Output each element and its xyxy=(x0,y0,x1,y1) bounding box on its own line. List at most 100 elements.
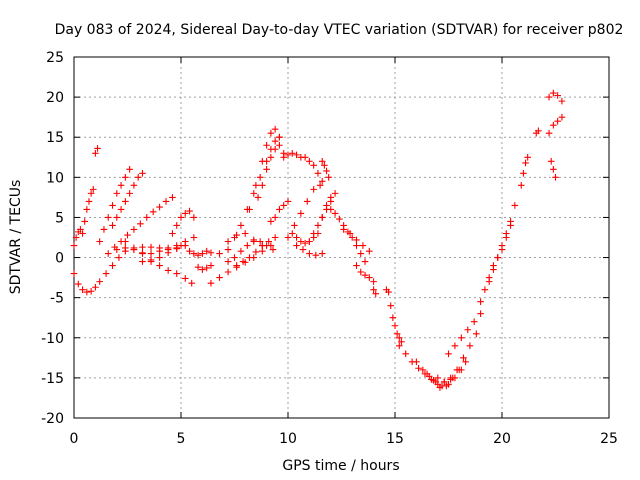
series-arc-1 xyxy=(70,242,189,296)
data-point xyxy=(147,258,155,265)
series-arc-37 xyxy=(423,358,469,391)
data-point xyxy=(92,149,99,157)
data-point xyxy=(301,153,309,161)
data-point xyxy=(391,322,399,330)
data-point xyxy=(271,234,279,241)
data-point xyxy=(327,194,335,201)
data-point xyxy=(130,226,138,233)
data-point xyxy=(100,226,108,233)
data-point xyxy=(104,250,112,257)
y-tick-label: 20 xyxy=(46,90,64,106)
data-point xyxy=(462,358,469,366)
data-point xyxy=(83,288,91,296)
data-point xyxy=(348,234,356,241)
data-point xyxy=(173,245,181,253)
data-point xyxy=(186,247,193,255)
series-arc-38 xyxy=(434,330,480,386)
series-arc-31 xyxy=(353,262,377,285)
data-point xyxy=(224,258,232,265)
data-point xyxy=(156,203,163,211)
data-point xyxy=(124,231,131,239)
data-point xyxy=(550,166,557,173)
data-point xyxy=(96,238,103,245)
data-point xyxy=(314,222,322,229)
data-point xyxy=(139,258,146,265)
data-point xyxy=(250,238,258,245)
data-point xyxy=(481,286,489,293)
series-arc-30 xyxy=(340,226,373,255)
data-point xyxy=(545,93,553,101)
data-point xyxy=(316,182,324,189)
data-point xyxy=(293,234,300,241)
y-tick-label: -10 xyxy=(41,331,64,347)
data-point xyxy=(117,182,125,189)
data-point xyxy=(323,202,330,209)
data-point xyxy=(297,238,305,245)
data-point xyxy=(460,354,467,362)
data-point xyxy=(284,234,292,241)
series-arc-12 xyxy=(186,247,215,259)
series-arc-19 xyxy=(246,125,288,213)
data-point xyxy=(453,366,461,374)
data-point xyxy=(511,202,519,209)
data-point xyxy=(207,262,215,269)
data-point xyxy=(181,238,189,245)
data-point xyxy=(122,238,129,245)
data-point xyxy=(310,186,317,193)
series-arc-21 xyxy=(267,198,292,225)
data-point xyxy=(265,238,273,245)
data-point xyxy=(216,250,223,257)
data-point xyxy=(458,334,465,342)
chart-title: Day 083 of 2024, Sidereal Day-to-day VTE… xyxy=(55,22,624,38)
data-point xyxy=(370,278,377,285)
data-point xyxy=(554,92,561,99)
data-point xyxy=(122,174,129,181)
data-point xyxy=(169,194,176,201)
data-point xyxy=(402,350,409,358)
data-point xyxy=(244,242,251,249)
data-point xyxy=(269,246,277,253)
data-point xyxy=(139,250,146,257)
data-point xyxy=(194,263,202,271)
data-point xyxy=(306,250,313,257)
data-point xyxy=(306,238,313,245)
data-point xyxy=(485,278,493,285)
data-point xyxy=(126,166,133,173)
data-point xyxy=(139,243,146,251)
data-point xyxy=(207,279,215,287)
data-point xyxy=(395,342,403,350)
data-point xyxy=(252,182,260,189)
data-point xyxy=(164,267,172,274)
data-point xyxy=(498,242,506,249)
series-arc-40 xyxy=(477,202,519,305)
data-point xyxy=(284,151,292,159)
data-point xyxy=(156,254,163,261)
axis-ticks xyxy=(73,56,610,419)
x-tick-label: 5 xyxy=(177,431,186,447)
series-arc-6 xyxy=(109,170,146,229)
x-tick-label: 0 xyxy=(70,431,79,447)
data-point xyxy=(361,271,369,279)
data-point xyxy=(237,247,245,255)
data-point xyxy=(199,266,206,273)
y-tick-label: -20 xyxy=(41,411,64,427)
data-point xyxy=(535,127,542,135)
data-point xyxy=(346,230,354,237)
data-point xyxy=(177,242,185,249)
data-point xyxy=(340,226,347,233)
series-arc-33 xyxy=(383,286,392,296)
data-point xyxy=(545,129,553,137)
data-point xyxy=(393,330,401,338)
data-point xyxy=(94,145,101,152)
data-point xyxy=(520,170,527,177)
data-point xyxy=(554,117,561,125)
data-point xyxy=(297,210,305,217)
series-arc-2 xyxy=(70,226,84,249)
data-point xyxy=(188,279,195,287)
y-tick-label: 0 xyxy=(55,251,64,267)
series-arc-11 xyxy=(169,207,198,237)
data-point xyxy=(113,246,121,253)
series-arc-29 xyxy=(327,206,369,265)
data-point xyxy=(231,254,238,261)
y-tick-label: 10 xyxy=(46,170,64,186)
